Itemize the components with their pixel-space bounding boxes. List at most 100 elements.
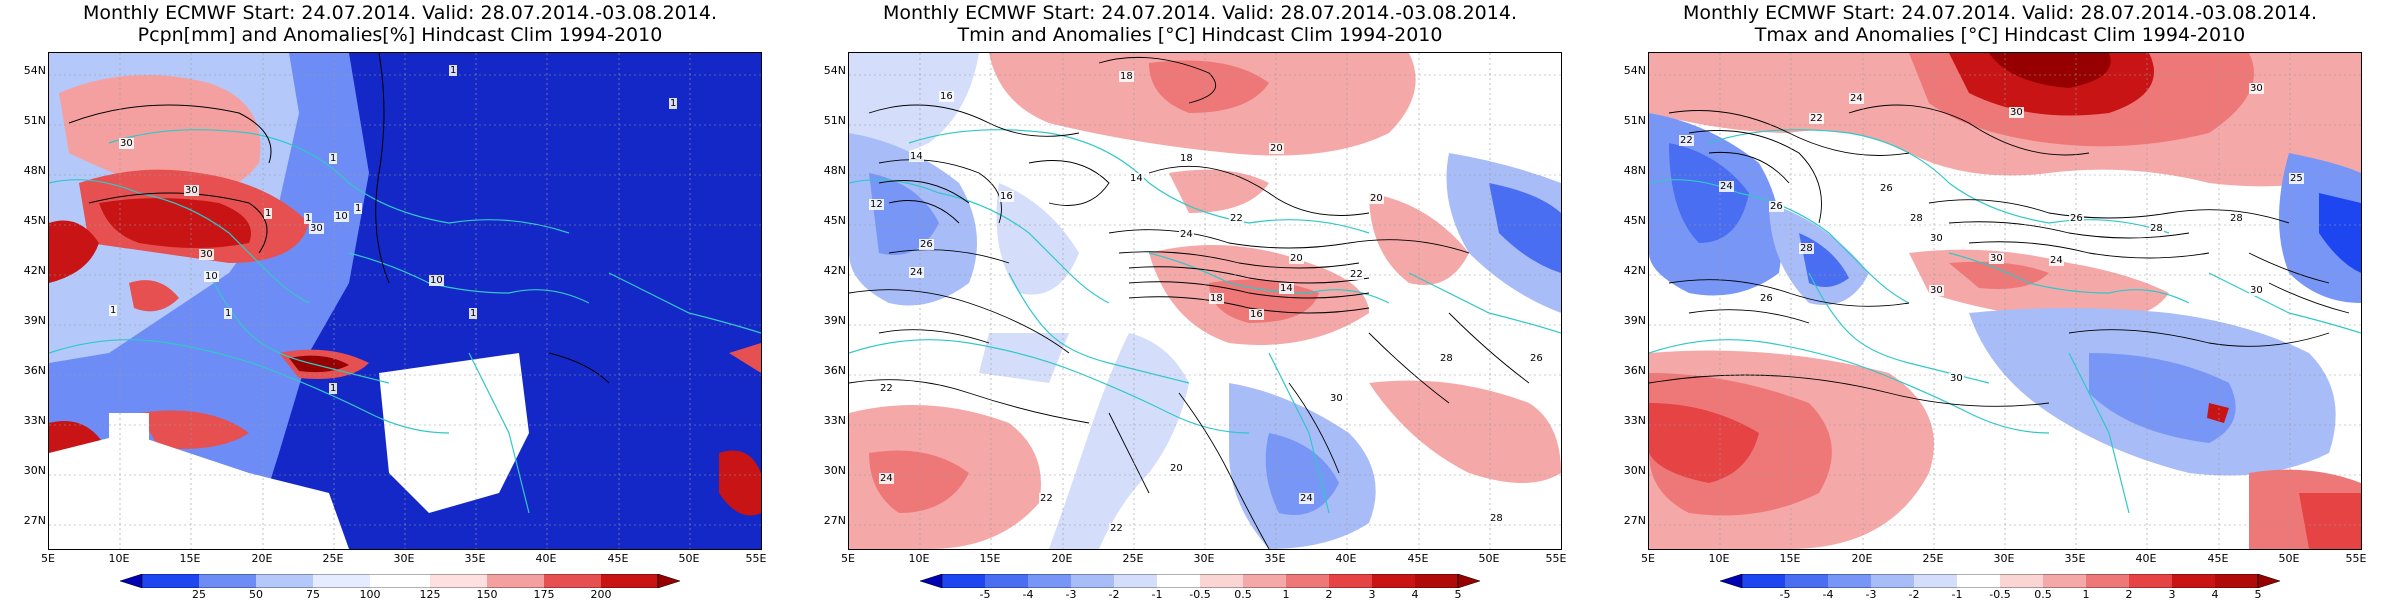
colorbar-tick: 2	[1325, 588, 1333, 601]
contour-label: 30	[184, 185, 199, 196]
colorbar-tick: 3	[2168, 588, 2176, 601]
lon-label: 40E	[1335, 552, 1357, 565]
lon-label: 30E	[1993, 552, 2015, 565]
contour-label: 20	[1169, 463, 1184, 474]
contour-label: 22	[1229, 213, 1244, 224]
contour-label: 28	[2229, 213, 2244, 224]
contour-label: 16	[999, 191, 1014, 202]
colorbar-tick: 50	[249, 588, 263, 601]
lon-label: 25E	[322, 552, 344, 565]
lon-label: 55E	[745, 552, 767, 565]
contour-label: 1	[469, 308, 478, 319]
lat-label: 30N	[823, 464, 846, 477]
lat-label: 30N	[1623, 464, 1646, 477]
colorbar-graphic	[1720, 574, 2280, 588]
colorbar-tick: -4	[1022, 588, 1034, 601]
tmax-title-line1: Monthly ECMWF Start: 24.07.2014. Valid: …	[1683, 2, 2317, 24]
colorbar-tick: -5	[979, 588, 991, 601]
colorbar-tick: 0.5	[1234, 588, 1252, 601]
contour-label: 20	[1369, 193, 1384, 204]
lat-label: 51N	[823, 114, 846, 127]
precip-map-graphic	[49, 53, 761, 549]
colorbar-tick: 175	[533, 588, 555, 601]
lat-label: 54N	[823, 64, 846, 77]
contour-label: 28	[1799, 243, 1814, 254]
lon-label: 20E	[1051, 552, 1073, 565]
lat-label: 27N	[23, 514, 46, 527]
colorbar-tick: -2	[1108, 588, 1120, 601]
lon-label: 55E	[1545, 552, 1567, 565]
contour-label: 10	[334, 211, 349, 222]
colorbar-tick: -1	[1951, 588, 1963, 601]
lat-label: 36N	[823, 364, 846, 377]
contour-label: 24	[2049, 255, 2064, 266]
lat-label: 30N	[23, 464, 46, 477]
lat-label: 51N	[1623, 114, 1646, 127]
colorbar-graphic	[120, 574, 680, 588]
contour-label: 1	[354, 203, 363, 214]
lon-label: 30E	[1193, 552, 1215, 565]
colorbar-graphic	[920, 574, 1480, 588]
lat-label: 39N	[823, 314, 846, 327]
tmin-panel: Monthly ECMWF Start: 24.07.2014. Valid: …	[800, 0, 1600, 601]
contour-label: 1	[264, 208, 273, 219]
lon-label: 25E	[1922, 552, 1944, 565]
contour-label: 30	[1329, 393, 1344, 404]
lat-label: 39N	[23, 314, 46, 327]
colorbar-tick: 5	[1454, 588, 1462, 601]
precip-map: 30 30 30 10 10 10 1 1 1 1 1 1 1 1 1 30 1	[48, 52, 762, 550]
lon-label: 20E	[1851, 552, 1873, 565]
lat-label: 42N	[823, 264, 846, 277]
colorbar-tick: 5	[2254, 588, 2262, 601]
lat-label: 42N	[1623, 264, 1646, 277]
lat-label: 36N	[23, 364, 46, 377]
colorbar-tick: 1	[1282, 588, 1290, 601]
contour-label: 1	[669, 98, 678, 109]
colorbar-tick: -0.5	[1189, 588, 1211, 601]
contour-label: 10	[429, 275, 444, 286]
lon-label: 5E	[841, 552, 855, 565]
lat-label: 39N	[1623, 314, 1646, 327]
precip-colorbar	[120, 574, 680, 588]
colorbar-tick: 75	[306, 588, 320, 601]
contour-label: 24	[1299, 493, 1314, 504]
contour-label: 22	[1349, 269, 1364, 280]
contour-label: 24	[909, 267, 924, 278]
contour-label: 26	[919, 239, 934, 250]
lon-label: 10E	[108, 552, 130, 565]
contour-label: 16	[1249, 309, 1264, 320]
lon-label: 30E	[393, 552, 415, 565]
contour-label: 14	[1129, 173, 1144, 184]
contour-label: 22	[1809, 113, 1824, 124]
contour-label: 1	[304, 213, 313, 224]
colorbar-tick: -5	[1779, 588, 1791, 601]
lon-label: 45E	[2207, 552, 2229, 565]
contour-label: 26	[1759, 293, 1774, 304]
colorbar-tick: -3	[1065, 588, 1077, 601]
lon-label: 40E	[535, 552, 557, 565]
contour-label: 1	[449, 65, 458, 76]
lon-label: 35E	[464, 552, 486, 565]
lon-label: 25E	[1122, 552, 1144, 565]
lat-label: 45N	[1623, 214, 1646, 227]
contour-label: 16	[939, 91, 954, 102]
contour-label: 14	[909, 151, 924, 162]
lon-label: 5E	[41, 552, 55, 565]
colorbar-tick: -2	[1908, 588, 1920, 601]
contour-label: 1	[329, 153, 338, 164]
colorbar-tick: -1	[1151, 588, 1163, 601]
contour-label: 26	[2069, 213, 2084, 224]
lon-label: 50E	[2278, 552, 2300, 565]
colorbar-tick: 200	[590, 588, 612, 601]
colorbar-tick: 4	[2211, 588, 2219, 601]
lon-label: 15E	[1779, 552, 1801, 565]
tmax-colorbar	[1720, 574, 2280, 588]
tmax-map-graphic	[1649, 53, 2361, 549]
lat-label: 45N	[23, 214, 46, 227]
colorbar-tick: 150	[476, 588, 498, 601]
tmin-map-graphic	[849, 53, 1561, 549]
contour-label: 30	[1949, 373, 1964, 384]
contour-label: 30	[1929, 285, 1944, 296]
contour-label: 26	[1769, 201, 1784, 212]
lat-label: 27N	[1623, 514, 1646, 527]
